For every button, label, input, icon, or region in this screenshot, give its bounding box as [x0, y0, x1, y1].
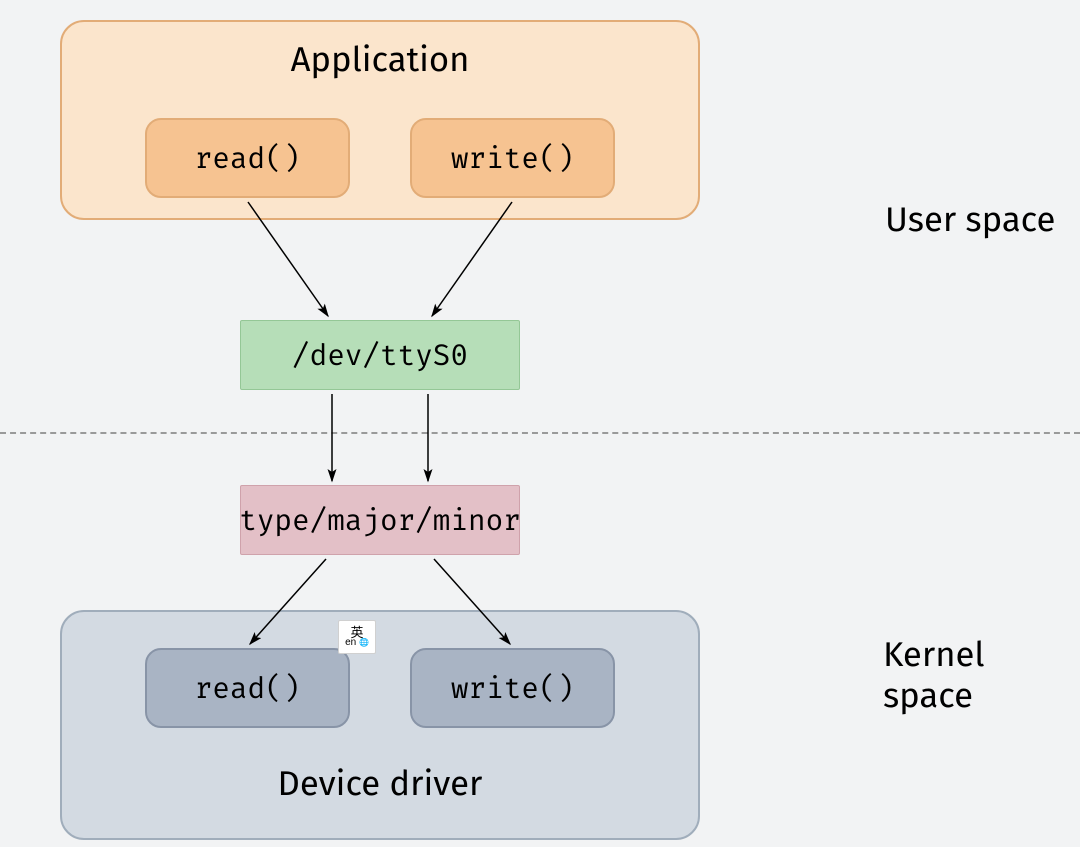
driver-write-label: write()	[451, 671, 574, 706]
globe-icon: 🌐	[359, 638, 369, 647]
app-read-node: read()	[145, 118, 350, 198]
app-write-label: write()	[451, 141, 574, 176]
dev-node: /dev/ttyS0	[240, 320, 520, 390]
application-title: Application	[60, 40, 700, 81]
user-space-label: User space	[885, 200, 1055, 241]
driver-write-node: write()	[410, 648, 615, 728]
app-write-node: write()	[410, 118, 615, 198]
driver-read-node: read()	[145, 648, 350, 728]
space-divider	[0, 432, 1080, 434]
kernel-space-label: Kernel space	[883, 635, 1080, 717]
device-driver-title: Device driver	[60, 764, 700, 805]
type-major-minor-node: type/major/minor	[240, 485, 520, 555]
driver-read-label: read()	[195, 671, 301, 706]
dev-node-label: /dev/ttyS0	[292, 338, 468, 373]
ime-en: en	[345, 637, 356, 648]
app-read-label: read()	[195, 141, 301, 176]
tmm-label: type/major/minor	[239, 503, 521, 538]
ime-indicator: 英 en 🌐	[338, 620, 376, 654]
